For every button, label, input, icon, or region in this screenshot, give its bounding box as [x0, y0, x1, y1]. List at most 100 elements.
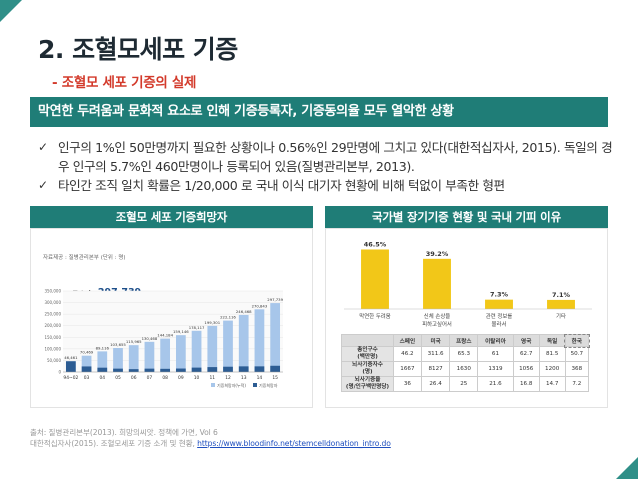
bullet-list: ✓ 인구의 1%인 50만명까지 필요한 상황이나 0.56%인 29만명에 그…: [38, 138, 618, 195]
y-tick-label: 200,000: [44, 323, 61, 328]
table-cell: 50.7: [564, 346, 590, 362]
corner-decoration-bottom-right: [616, 457, 638, 479]
bar-value-label: 70,469: [80, 350, 94, 355]
bar-value-label: 144,184: [157, 333, 173, 338]
corner-decoration-top-left: [0, 0, 22, 22]
bar-annual: [254, 366, 265, 372]
bar-cumulative: [81, 355, 92, 372]
bar-annual: [160, 368, 171, 372]
table-cell: 62.7: [512, 346, 540, 362]
source-footer: 출처: 질병관리본부(2013). 희망의씨앗. 정책에 가면, Vol 6 대…: [30, 427, 391, 449]
bar-cumulative: [254, 309, 265, 372]
y-tick-label: 300,000: [44, 300, 61, 305]
table-cell: 1667: [393, 361, 422, 377]
table-row: 총인구수 (백만명) 46.2 311.6 65.3 61 62.7 81.5 50.7: [341, 346, 590, 362]
source-line-1: 출처: 질병관리본부(2013). 희망의씨앗. 정책에 가면, Vol 6: [30, 428, 218, 437]
table-cell: 16.8: [512, 376, 540, 392]
table-cell: 1630: [449, 361, 479, 377]
table-row-header: 총인구수 (백만명): [341, 346, 394, 362]
y-tick-label: 250,000: [44, 312, 61, 317]
table-header-cell: 한국: [564, 333, 590, 348]
donor-chart-panel: 자료제공 : 질병관리본부 (단위 : 명) Total : 297,739 (…: [30, 228, 313, 408]
table-header-cell: 미국: [420, 334, 451, 347]
y-tick-label: 150,000: [44, 335, 61, 340]
table-header-cell: 영국: [512, 334, 540, 347]
reason-category-label: 막연한 두려움: [359, 312, 391, 320]
table-header-cell: 스페인: [393, 334, 422, 347]
right-panel-title: 국가별 장기기증 현황 및 국내 기피 이유: [325, 206, 608, 228]
x-tick-label: 13: [241, 375, 247, 381]
bar-value-label: 46,461: [64, 355, 78, 360]
country-donation-table: 스페인 미국 프랑스 이탈리아 영국 독일 한국 총인구수 (백만명) 46.2 311.6 65.…: [341, 333, 590, 392]
table-cell: 25: [449, 376, 479, 392]
legend-swatch-annual: [253, 383, 257, 387]
table-cell: 46.2: [393, 346, 422, 362]
bar-value-label: 297,739: [267, 297, 283, 302]
y-tick-label: 0: [58, 370, 61, 375]
bar-annual: [144, 368, 155, 372]
bullet-item: ✓ 타인간 조직 일치 확률은 1/20,000 로 국내 이식 대기자 현황에…: [38, 176, 618, 195]
bar-value-label: 222,116: [220, 315, 236, 320]
y-tick-label: 50,000: [47, 358, 61, 363]
source-line-2-text: 대한적십자사(2015). 조혈모세포 기증 소개 및 현황,: [30, 439, 195, 448]
donor-bar-chart: 0 50,000 100,000 150,000 200,000 250,000 300,0…: [44, 289, 283, 389]
bar-value-label: 89,116: [96, 345, 110, 350]
bullet-text: 타인간 조직 일치 확률은 1/20,000 로 국내 이식 대기자 현황에 비…: [58, 178, 505, 193]
bar-cumulative: [175, 335, 186, 372]
y-tick-label: 100,000: [44, 346, 61, 351]
bar-annual: [128, 369, 139, 372]
source-link[interactable]: https://www.bloodinfo.net/stemcelldonati…: [197, 439, 391, 448]
table-header-cell: 독일: [538, 334, 566, 347]
bar-value-label: 199,301: [204, 320, 220, 325]
table-row-header: 뇌사기증율 (명/인구백만명당): [341, 376, 394, 392]
bar-value-label: 270,843: [252, 303, 268, 308]
reason-category-label: 신체 손상을: [424, 312, 451, 320]
bar-cumulative: [160, 338, 171, 372]
x-tick-label: 07: [147, 375, 153, 381]
bar-annual: [175, 368, 186, 372]
bar-cumulative: [97, 351, 108, 372]
x-tick-label: 10: [194, 375, 200, 381]
bar-value-label: 130,468: [142, 336, 158, 341]
bar-value-label: 115,965: [126, 339, 142, 344]
bar-value-label: 246,468: [236, 309, 252, 314]
bar-cumulative: [113, 348, 123, 372]
legend-label: 기증희망자(누적): [217, 382, 246, 388]
table-cell: 7.2: [564, 376, 590, 392]
reason-bar: [547, 299, 575, 309]
table-cell: 368: [564, 361, 590, 377]
chart-caption: 자료제공 : 질병관리본부 (단위 : 명): [43, 255, 126, 261]
bar-annual: [65, 361, 76, 372]
x-tick-label: 06: [131, 375, 137, 381]
bar-cumulative: [128, 345, 139, 372]
bar-cumulative: [207, 325, 218, 372]
reason-value-label: 7.1%: [552, 291, 571, 299]
table-row-header: 뇌사기증자수 (명): [341, 361, 394, 377]
table-cell: 36: [393, 376, 422, 392]
bar-cumulative: [223, 320, 233, 372]
reason-category-label: 몰라서: [492, 320, 507, 328]
bar-annual: [113, 368, 123, 372]
bar-annual: [238, 366, 249, 372]
reason-value-label: 39.2%: [426, 250, 449, 258]
reason-value-label: 46.5%: [364, 240, 387, 248]
bar-annual: [191, 367, 202, 372]
source-line-2: 대한적십자사(2015). 조혈모세포 기증 소개 및 현황, https://…: [30, 438, 391, 449]
legend-label: 기증희망자: [259, 382, 278, 388]
page-subtitle: - 조혈모 세포 기증의 실제: [52, 75, 197, 91]
bar-cumulative: [238, 314, 249, 372]
check-icon: ✓: [38, 178, 48, 192]
bullet-text: 인구의 1%인 50만명까지 필요한 상황이나 0.56%인 29만명에 그치고…: [58, 140, 613, 174]
x-tick-label: 12: [225, 375, 231, 381]
table-corner-cell: [341, 334, 394, 347]
bar-annual: [207, 367, 218, 372]
check-icon: ✓: [38, 140, 48, 154]
x-tick-label: 14: [257, 375, 263, 381]
summary-banner: 막연한 두려움과 문화적 요소로 인해 기증등록자, 기증동의율 모두 열악한 …: [30, 97, 608, 127]
reason-bar: [485, 299, 513, 309]
table-row: 뇌사기증자수 (명) 1667 8127 1630 1319 1056 1200 368: [341, 361, 590, 377]
x-tick-label: 94~02: [63, 375, 78, 381]
reason-category-label: 피하고싶어서: [422, 320, 452, 328]
page-title: 2. 조혈모세포 기증: [38, 35, 238, 64]
